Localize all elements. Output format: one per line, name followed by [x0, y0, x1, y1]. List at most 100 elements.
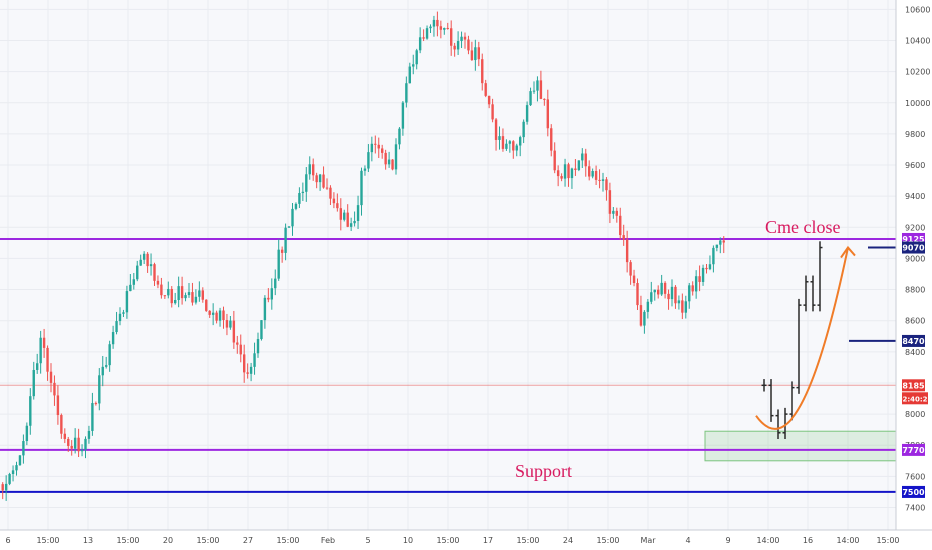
price-badge-text-7500: 7500	[902, 488, 925, 497]
x-tick-label: 16	[803, 536, 813, 545]
candle-body	[612, 210, 615, 214]
candle-body	[322, 174, 325, 188]
price-badge-8185	[902, 379, 925, 392]
projection-curve-line	[755, 247, 849, 430]
candle-body	[532, 90, 536, 92]
candle-body	[63, 433, 66, 439]
candle-body	[267, 297, 270, 300]
candle-body	[349, 223, 353, 227]
candle-body	[429, 26, 432, 29]
candle-body	[467, 39, 470, 51]
support-zone	[704, 430, 903, 462]
x-tick-label: 13	[83, 536, 93, 545]
candle-body	[39, 337, 42, 364]
candles	[1, 11, 725, 501]
candle-body	[236, 342, 239, 345]
candle-body	[715, 244, 719, 248]
candle-body	[470, 50, 474, 61]
candle-body	[525, 105, 529, 122]
candle-body	[56, 395, 60, 416]
candle-body	[391, 159, 394, 170]
candle-body	[632, 275, 636, 284]
candle-body	[205, 299, 208, 311]
candle-body	[136, 265, 139, 280]
candle-body	[15, 465, 18, 471]
candle-body	[446, 27, 449, 29]
candle-body	[308, 164, 311, 175]
candle-body	[563, 164, 567, 179]
x-tick-label: 10	[403, 536, 413, 545]
candle-body	[598, 179, 601, 181]
y-tick-label: 10400	[905, 36, 930, 45]
candle-body	[615, 210, 618, 216]
candle-body	[491, 104, 494, 120]
candle-body	[167, 288, 170, 296]
candle-body	[705, 267, 708, 270]
candle-body	[643, 311, 646, 326]
candle-body	[94, 403, 98, 405]
price-axis-background	[896, 0, 932, 550]
candle-body	[42, 337, 46, 348]
candle-body	[11, 470, 15, 475]
candle-body	[229, 320, 232, 328]
x-tick-label: 14:00	[756, 536, 779, 545]
candle-body	[370, 143, 374, 153]
countdown-badge	[902, 392, 928, 405]
candle-body	[25, 425, 29, 442]
candle-body	[415, 50, 418, 65]
candle-body	[384, 152, 387, 165]
price-axis[interactable]: 7400760078008000820084008600880090009200…	[895, 0, 932, 550]
candle-body	[129, 284, 132, 292]
price-badge-text-9125: 9125	[902, 235, 925, 244]
candle-body	[460, 36, 463, 42]
y-tick-label: 8000	[905, 410, 925, 419]
candle-body	[536, 80, 539, 91]
x-tick-label: 15:00	[36, 536, 59, 545]
x-tick-label: 6	[5, 536, 10, 545]
candle-body	[670, 286, 674, 300]
candle-body	[501, 136, 505, 149]
candle-body	[422, 37, 425, 39]
candle-body	[8, 474, 11, 484]
x-tick-label: 15:00	[596, 536, 619, 545]
y-tick-label: 10200	[905, 68, 930, 77]
candle-body	[222, 310, 225, 321]
candle-body	[132, 279, 135, 285]
candle-body	[387, 159, 391, 165]
candle-body	[588, 166, 591, 177]
time-axis[interactable]: 6 15:00 13 15:00 20 15:00 27 15:00 Feb 5 10 15:00 17…	[0, 529, 932, 550]
x-tick-label: 15:00	[196, 536, 219, 545]
candle-body	[332, 198, 336, 204]
candle-body	[67, 438, 70, 446]
candle-body	[667, 293, 670, 300]
candle-body	[101, 366, 104, 376]
candle-body	[139, 259, 142, 266]
candle-body	[698, 276, 701, 282]
cme-close-label: Cme close	[765, 217, 840, 237]
x-tick-label: 17	[483, 536, 493, 545]
candle-body	[608, 190, 612, 214]
candle-body	[394, 144, 398, 170]
candle-body	[539, 80, 543, 99]
candle-body	[177, 286, 180, 301]
x-tick-label: 5	[365, 536, 370, 545]
candle-body	[232, 320, 236, 343]
x-tick-label: Feb	[321, 536, 335, 545]
candle-body	[263, 297, 267, 321]
candle-body	[601, 179, 605, 181]
candle-body	[543, 98, 546, 100]
candle-body	[505, 143, 508, 149]
candle-body	[356, 205, 360, 221]
candle-body	[484, 83, 487, 96]
price-badge-8470	[902, 334, 925, 347]
candle-body	[374, 143, 377, 145]
candle-body	[584, 153, 587, 167]
candle-body	[594, 171, 598, 180]
candle-body	[153, 264, 156, 281]
candle-body	[487, 95, 491, 105]
candle-body	[60, 415, 63, 434]
candle-body	[646, 301, 650, 312]
candle-body	[77, 437, 80, 452]
x-tick-label: 24	[563, 536, 573, 545]
